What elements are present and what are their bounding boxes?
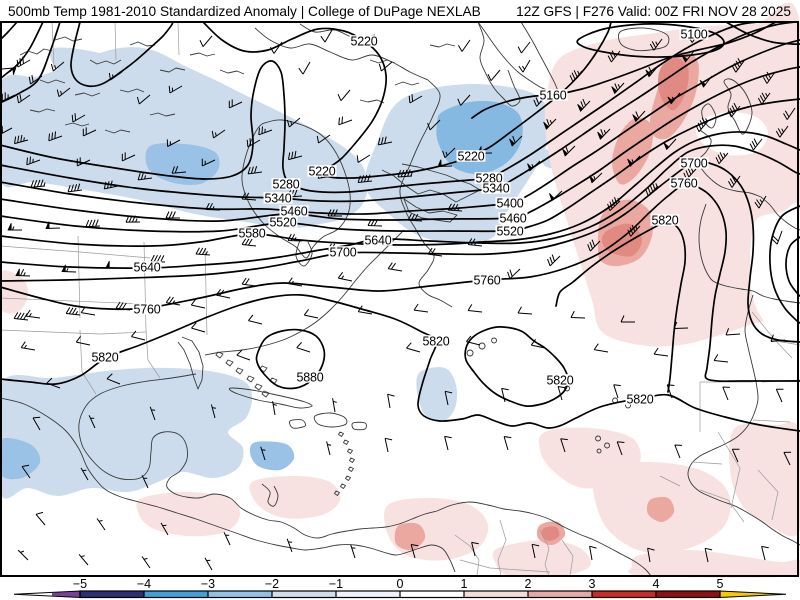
svg-text:5820: 5820 bbox=[626, 393, 653, 407]
svg-text:5460: 5460 bbox=[499, 212, 526, 226]
svg-text:5760: 5760 bbox=[473, 274, 500, 288]
svg-text:500mb Temp 1981-2010 Standardi: 500mb Temp 1981-2010 Standardized Anomal… bbox=[8, 4, 481, 19]
svg-text:−4: −4 bbox=[137, 577, 151, 591]
svg-text:5220: 5220 bbox=[457, 150, 484, 164]
svg-text:5340: 5340 bbox=[482, 182, 509, 196]
svg-text:5280: 5280 bbox=[475, 172, 502, 186]
svg-text:5580: 5580 bbox=[238, 227, 265, 241]
svg-text:4: 4 bbox=[653, 577, 660, 591]
svg-text:5460: 5460 bbox=[280, 205, 307, 219]
svg-text:5700: 5700 bbox=[329, 246, 356, 260]
svg-text:5700: 5700 bbox=[680, 157, 707, 171]
svg-text:5400: 5400 bbox=[496, 197, 523, 211]
svg-text:−3: −3 bbox=[201, 577, 215, 591]
svg-text:5820: 5820 bbox=[422, 335, 449, 349]
svg-text:5280: 5280 bbox=[272, 178, 299, 192]
svg-text:−1: −1 bbox=[329, 577, 343, 591]
svg-text:5: 5 bbox=[717, 577, 724, 591]
svg-text:5820: 5820 bbox=[651, 214, 678, 228]
svg-text:0: 0 bbox=[397, 577, 404, 591]
svg-text:5520: 5520 bbox=[269, 216, 296, 230]
svg-text:1: 1 bbox=[461, 577, 468, 591]
svg-text:5520: 5520 bbox=[496, 225, 523, 239]
svg-text:5160: 5160 bbox=[539, 89, 566, 103]
svg-text:2: 2 bbox=[525, 577, 532, 591]
svg-text:5340: 5340 bbox=[264, 192, 291, 206]
svg-text:5820: 5820 bbox=[91, 351, 118, 365]
svg-text:5760: 5760 bbox=[133, 303, 160, 317]
svg-text:5880: 5880 bbox=[296, 371, 323, 385]
svg-text:12Z GFS | F276 Valid: 00Z FRI: 12Z GFS | F276 Valid: 00Z FRI NOV 28 202… bbox=[516, 4, 791, 19]
svg-text:5220: 5220 bbox=[308, 165, 335, 179]
svg-text:5100: 5100 bbox=[680, 28, 707, 42]
svg-text:−5: −5 bbox=[73, 577, 87, 591]
svg-text:5640: 5640 bbox=[364, 234, 391, 248]
svg-text:3: 3 bbox=[589, 577, 596, 591]
svg-text:5820: 5820 bbox=[546, 374, 573, 388]
svg-text:5640: 5640 bbox=[133, 261, 160, 275]
svg-text:5220: 5220 bbox=[350, 35, 377, 49]
svg-text:−2: −2 bbox=[265, 577, 279, 591]
svg-text:5760: 5760 bbox=[670, 177, 697, 191]
